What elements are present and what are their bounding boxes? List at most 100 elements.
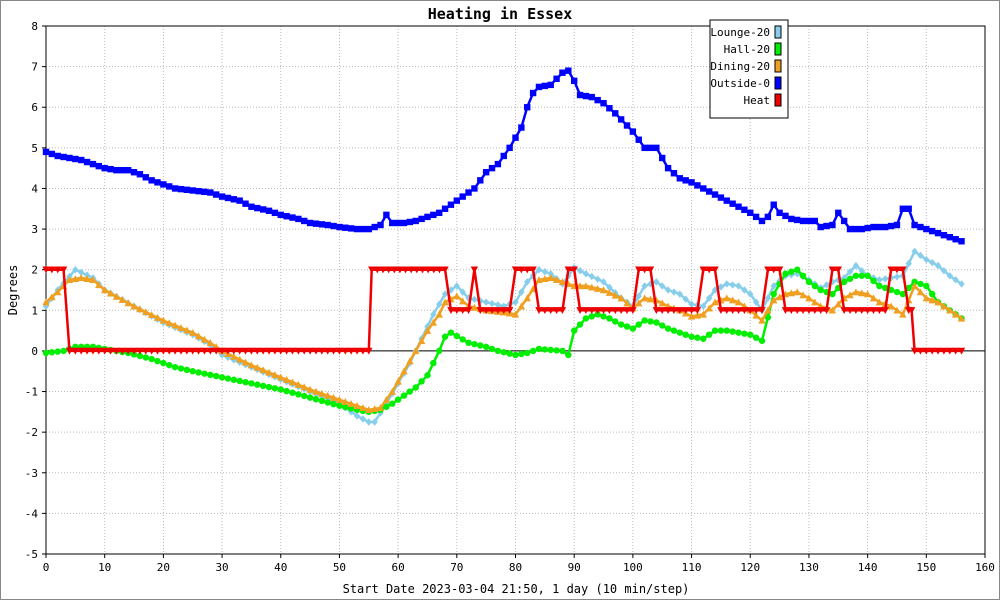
data-point-heat — [793, 307, 801, 315]
data-point-heat — [447, 307, 455, 315]
y-tick-label: -4 — [25, 507, 39, 520]
data-point-heat — [464, 307, 473, 315]
data-point-lounge-20 — [911, 247, 918, 256]
y-tick-label: 0 — [31, 345, 38, 358]
data-point-outside-0 — [535, 83, 543, 91]
data-point-dining-20 — [758, 316, 766, 324]
data-point-heat — [482, 307, 490, 315]
data-point-outside-0 — [576, 91, 584, 99]
data-point-outside-0 — [735, 203, 742, 210]
data-point-outside-0 — [353, 225, 361, 233]
data-point-dining-20 — [388, 387, 396, 395]
data-point-lounge-20 — [218, 351, 226, 359]
data-point-dining-20 — [793, 288, 801, 296]
data-point-hall-20 — [864, 272, 871, 279]
x-tick-label: 150 — [916, 561, 936, 574]
data-point-lounge-20 — [365, 418, 372, 426]
data-point-outside-0 — [600, 99, 607, 107]
data-point-hall-20 — [582, 315, 590, 322]
data-point-outside-0 — [318, 221, 326, 228]
data-point-dining-20 — [312, 387, 320, 395]
data-point-dining-20 — [951, 310, 960, 318]
data-point-outside-0 — [606, 105, 613, 112]
data-point-hall-20 — [547, 346, 554, 354]
y-tick-label: 3 — [31, 223, 38, 236]
data-point-lounge-20 — [641, 282, 648, 290]
y-tick-label: -5 — [25, 548, 38, 561]
data-point-hall-20 — [465, 339, 472, 346]
data-point-lounge-20 — [705, 294, 713, 302]
data-point-dining-20 — [799, 291, 807, 299]
data-point-outside-0 — [277, 211, 284, 219]
data-point-dining-20 — [517, 302, 526, 310]
data-point-hall-20 — [670, 327, 678, 334]
data-point-outside-0 — [347, 225, 355, 232]
data-point-hall-20 — [424, 372, 431, 379]
data-point-lounge-20 — [606, 283, 613, 291]
data-point-heat — [265, 347, 273, 355]
data-point-heat — [100, 347, 109, 355]
data-point-outside-0 — [764, 213, 772, 221]
data-point-heat — [494, 307, 502, 315]
y-tick-label: 7 — [31, 61, 38, 74]
data-point-dining-20 — [235, 355, 244, 363]
data-point-hall-20 — [406, 388, 414, 395]
data-point-dining-20 — [194, 332, 203, 340]
data-point-hall-20 — [764, 314, 772, 321]
data-point-lounge-20 — [676, 290, 684, 298]
data-point-heat — [118, 347, 126, 355]
data-point-outside-0 — [500, 152, 507, 160]
data-point-hall-20 — [342, 403, 349, 411]
data-point-heat — [253, 347, 261, 355]
data-point-hall-20 — [758, 337, 766, 344]
data-point-outside-0 — [805, 217, 813, 225]
data-point-outside-0 — [48, 150, 56, 158]
legend-label-hall-20: Hall-20 — [724, 43, 770, 56]
data-point-heat — [617, 307, 625, 315]
data-point-outside-0 — [242, 200, 249, 207]
data-point-hall-20 — [565, 351, 572, 359]
data-point-dining-20 — [828, 306, 837, 314]
data-point-heat — [42, 266, 50, 274]
data-point-hall-20 — [136, 352, 144, 360]
data-point-outside-0 — [148, 177, 155, 184]
data-point-heat — [752, 307, 760, 315]
data-point-heat — [781, 307, 790, 315]
data-point-heat — [212, 347, 220, 355]
data-point-heat — [271, 347, 279, 355]
data-point-hall-20 — [799, 272, 807, 279]
data-point-heat — [805, 307, 813, 315]
data-point-heat — [840, 307, 848, 315]
data-point-heat — [728, 307, 737, 315]
data-point-hall-20 — [682, 331, 689, 338]
data-point-outside-0 — [336, 223, 343, 231]
data-point-hall-20 — [882, 284, 889, 292]
data-point-dining-20 — [852, 288, 860, 296]
data-point-hall-20 — [189, 368, 196, 375]
data-point-heat — [407, 266, 415, 274]
data-point-heat — [54, 266, 62, 274]
data-point-hall-20 — [794, 266, 801, 273]
data-point-hall-20 — [383, 403, 390, 410]
data-point-outside-0 — [66, 154, 73, 162]
data-point-hall-20 — [700, 335, 707, 342]
data-point-dining-20 — [687, 312, 696, 320]
data-point-heat — [787, 307, 796, 315]
data-point-outside-0 — [377, 221, 384, 229]
data-point-hall-20 — [394, 396, 402, 403]
data-point-hall-20 — [588, 313, 595, 320]
data-point-dining-20 — [112, 292, 121, 300]
data-point-outside-0 — [441, 205, 449, 212]
legend-label-dining-20: Dining-20 — [710, 60, 770, 73]
data-point-lounge-20 — [852, 261, 860, 270]
data-point-lounge-20 — [946, 272, 953, 280]
data-point-outside-0 — [506, 144, 513, 152]
data-point-lounge-20 — [952, 276, 959, 284]
data-point-hall-20 — [512, 351, 519, 359]
data-point-dining-20 — [118, 296, 126, 303]
x-tick-label: 90 — [568, 561, 581, 574]
data-point-lounge-20 — [371, 418, 378, 426]
data-point-hall-20 — [752, 334, 760, 341]
data-point-outside-0 — [83, 158, 91, 166]
data-point-hall-20 — [160, 359, 167, 367]
